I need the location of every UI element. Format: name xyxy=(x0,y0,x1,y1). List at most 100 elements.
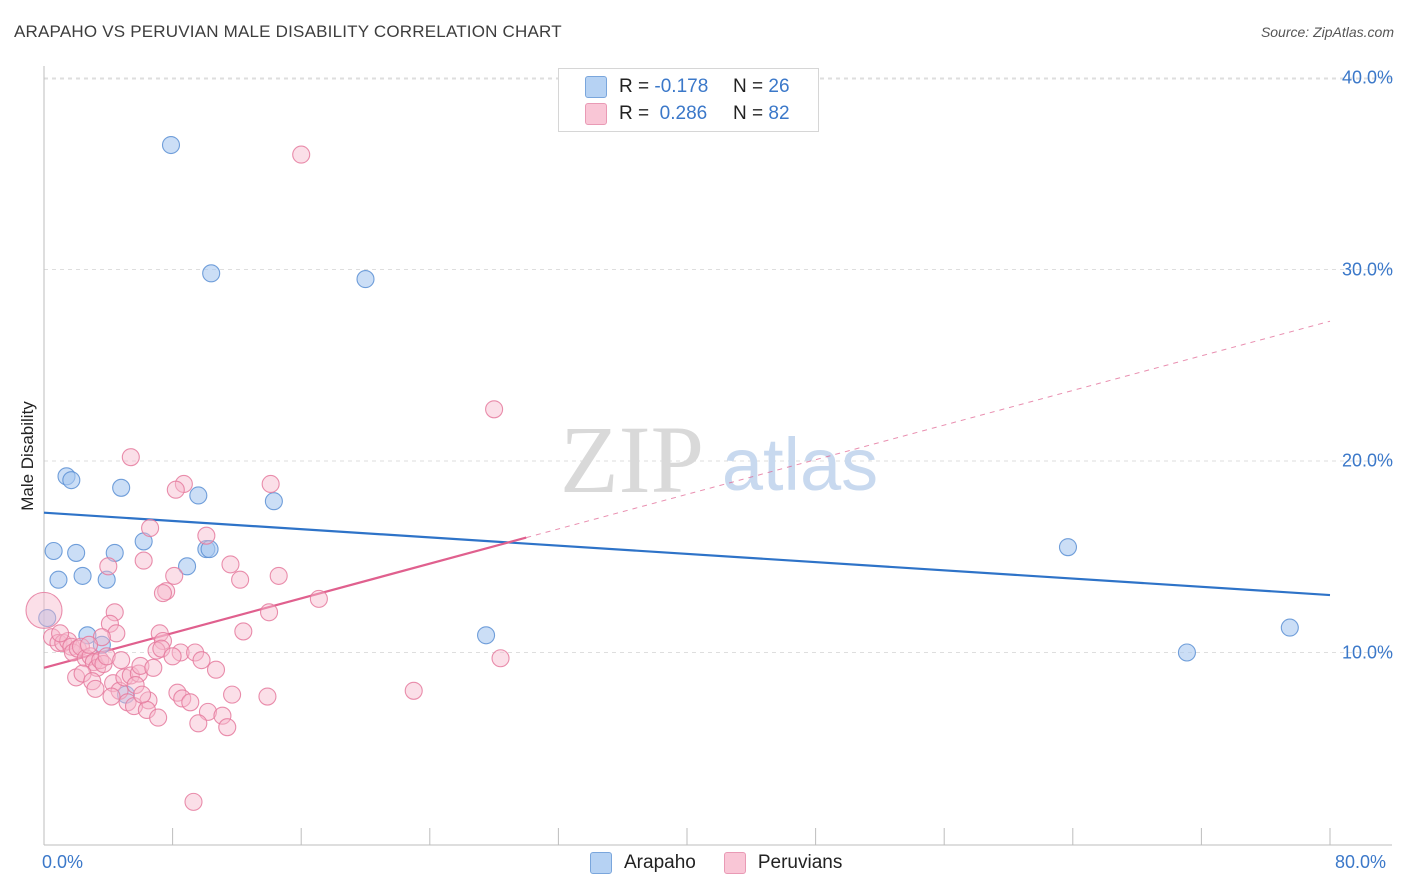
trend-lines xyxy=(43,320,1331,669)
arapaho-trend-line xyxy=(43,511,1331,597)
arapaho-point-9 xyxy=(67,543,86,562)
peruvians-point-76 xyxy=(51,624,70,643)
peruvians-point-13 xyxy=(157,582,176,601)
arapaho-point-15 xyxy=(73,566,92,585)
arapaho-n-value: 26 xyxy=(768,76,790,97)
peruvians-point-17 xyxy=(259,603,279,622)
peruvians-point-1 xyxy=(485,400,504,419)
peruvians-point-79 xyxy=(269,566,288,585)
peruvians-point-38 xyxy=(97,647,116,666)
arapaho-point-6 xyxy=(189,486,208,505)
arapaho-point-7 xyxy=(264,492,283,511)
peruvians-legend-label: Peruvians xyxy=(757,852,843,873)
arapaho-r-label: R = xyxy=(619,76,650,97)
grid-lines xyxy=(44,77,1392,653)
arapaho-point-5 xyxy=(112,478,131,497)
peruvians-point-65 xyxy=(181,693,200,712)
x-tick-label-min: 0.0% xyxy=(42,852,84,872)
arapaho-swatch xyxy=(585,76,607,98)
peruvians-point-12 xyxy=(231,570,250,589)
y-tick-label-20: 20.0% xyxy=(1341,450,1393,471)
legend-item-arapaho[interactable]: Arapaho xyxy=(590,852,696,874)
arapaho-point-16 xyxy=(49,570,68,589)
y-tick-label-40: 40.0% xyxy=(1341,67,1393,88)
arapaho-point-21 xyxy=(477,626,496,645)
peruvians-point-81 xyxy=(163,647,182,666)
arapaho-point-8 xyxy=(44,541,63,561)
peruvians-point-2 xyxy=(121,448,140,467)
peruvians-r-value: 0.286 xyxy=(659,103,708,124)
peruvians-point-6 xyxy=(141,518,160,538)
arapaho-legend-swatch xyxy=(590,852,612,874)
correlation-legend: R = -0.178 N = 26 R = 0.286 N = 82 xyxy=(558,68,819,132)
peruvians-point-80 xyxy=(184,792,203,811)
peruvians-point-53 xyxy=(186,643,205,662)
legend-item-peruvians[interactable]: Peruvians xyxy=(723,852,843,874)
peruvians-point-9 xyxy=(221,555,240,574)
series-legend: Arapaho Peruvians xyxy=(590,852,870,874)
peruvians-trend-extension xyxy=(526,320,1331,539)
peruvians-point-55 xyxy=(206,660,226,679)
arapaho-point-18 xyxy=(38,608,57,628)
arapaho-point-13 xyxy=(200,540,219,559)
peruvians-point-57 xyxy=(258,687,277,706)
peruvians-point-20 xyxy=(107,624,126,643)
peruvians-point-8 xyxy=(134,551,153,570)
arapaho-point-17 xyxy=(97,570,116,589)
peruvians-n-label: N = xyxy=(733,103,764,124)
peruvians-legend-swatch xyxy=(723,852,746,874)
peruvians-point-43 xyxy=(104,674,123,693)
peruvians-point-70 xyxy=(126,676,145,695)
peruvians-point-10 xyxy=(99,557,118,576)
peruvians-point-73 xyxy=(149,708,168,727)
peruvians-point-78 xyxy=(491,649,510,668)
arapaho-point-4 xyxy=(62,471,81,490)
peruvians-point-71 xyxy=(112,651,131,670)
peruvians-point-19 xyxy=(234,622,253,641)
arapaho-point-24 xyxy=(1280,618,1299,637)
peruvians-point-14 xyxy=(153,584,173,603)
peruvians-n-value: 82 xyxy=(768,103,790,124)
arapaho-point-20 xyxy=(92,635,111,654)
peruvians-point-69 xyxy=(218,718,237,737)
x-tick-label-max: 80.0% xyxy=(1335,852,1387,872)
peruvians-point-56 xyxy=(223,685,242,704)
peruvians-point-15 xyxy=(309,589,328,608)
peruvians-point-40 xyxy=(73,664,92,683)
peruvians-point-22 xyxy=(153,631,173,651)
source-label: Source: ZipAtlas.com xyxy=(1260,24,1394,40)
peruvians-r-label: R = xyxy=(619,103,650,124)
y-axis-label: Male Disability xyxy=(18,401,37,511)
arapaho-point-2 xyxy=(356,270,375,289)
peruvians-point-68 xyxy=(189,714,208,733)
peruvians-point-49 xyxy=(144,658,163,677)
arapaho-point-19 xyxy=(78,626,97,645)
arapaho-legend-label: Arapaho xyxy=(624,852,696,873)
peruvians-point-7 xyxy=(197,526,216,545)
arapaho-point-14 xyxy=(178,557,197,576)
peruvians-point-11 xyxy=(165,566,184,585)
watermark-atlas: atlas xyxy=(722,423,878,506)
arapaho-point-23 xyxy=(1177,643,1196,662)
peruvians-point-77 xyxy=(404,681,423,700)
peruvians-point-5 xyxy=(166,480,185,499)
arapaho-point-22 xyxy=(1058,538,1078,557)
peruvians-trend-line xyxy=(43,536,527,669)
data-points xyxy=(25,135,1299,811)
peruvians-point-42 xyxy=(86,679,105,698)
axes xyxy=(43,66,1392,846)
peruvians-point-54 xyxy=(192,651,211,670)
arapaho-point-1 xyxy=(202,264,221,283)
peruvians-point-75 xyxy=(79,635,99,654)
arapaho-n-label: N = xyxy=(733,76,764,97)
peruvians-point-67 xyxy=(213,706,232,725)
arapaho-r-value: -0.178 xyxy=(654,76,709,97)
peruvians-point-23 xyxy=(25,591,63,629)
peruvians-point-0 xyxy=(292,145,311,164)
y-tick-label-10: 10.0% xyxy=(1341,642,1393,662)
peruvians-point-64 xyxy=(102,687,121,706)
peruvians-point-4 xyxy=(261,474,280,494)
peruvians-point-58 xyxy=(168,683,187,702)
peruvians-point-18 xyxy=(100,614,119,633)
